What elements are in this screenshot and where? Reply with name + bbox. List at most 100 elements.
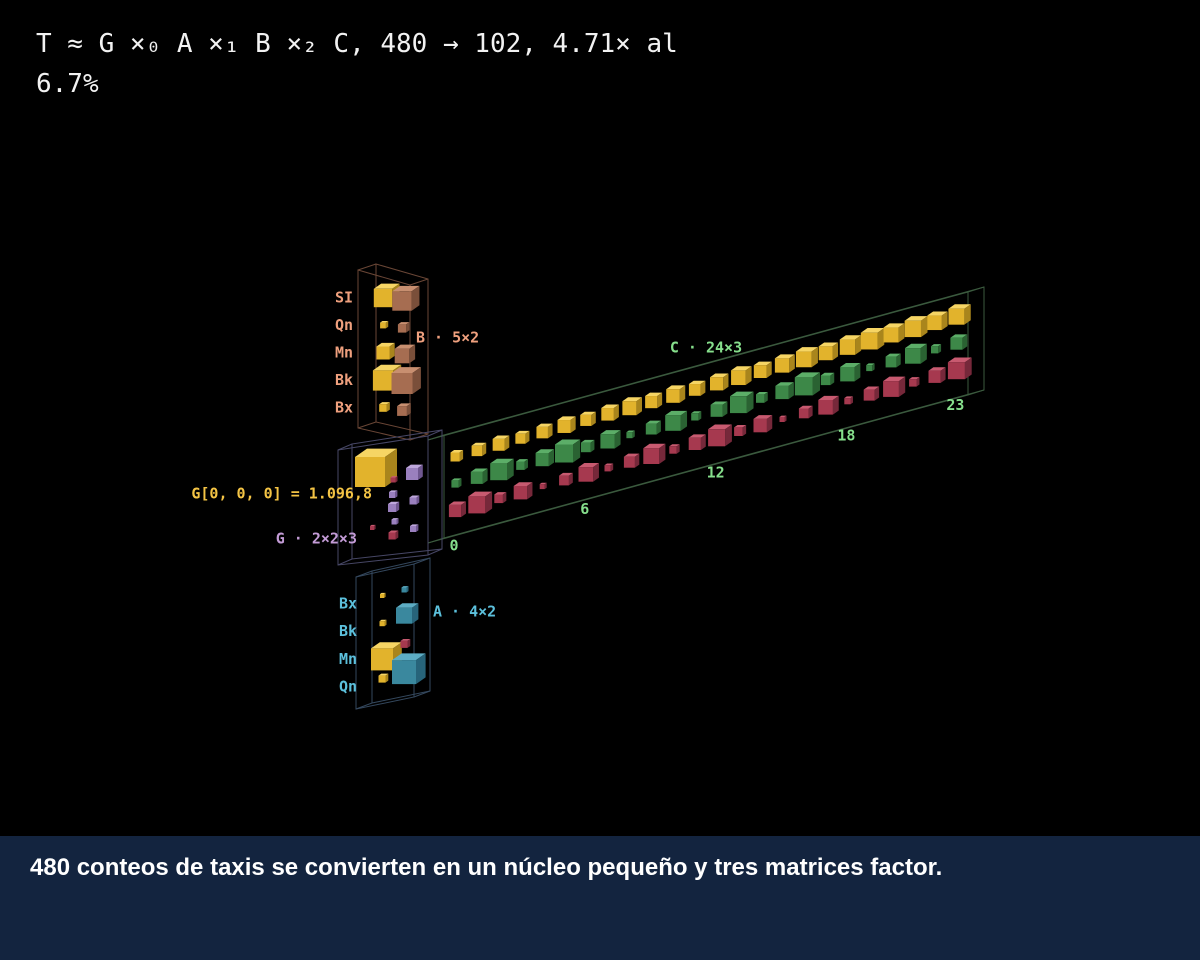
cube — [839, 335, 862, 355]
box-edge — [355, 702, 373, 710]
cube — [688, 434, 706, 450]
cube — [645, 392, 663, 409]
cube-top — [392, 285, 420, 292]
cube-front — [928, 370, 941, 383]
cube-side — [698, 411, 702, 421]
cube-front — [379, 621, 385, 627]
cube-front — [756, 394, 765, 403]
cube-side — [614, 430, 621, 449]
cube-front — [600, 434, 615, 449]
cube — [730, 391, 754, 414]
cube-top — [559, 472, 573, 476]
cube-top — [406, 464, 423, 468]
box-edge — [427, 537, 445, 544]
cube-top — [734, 424, 747, 428]
cube-front — [355, 457, 385, 487]
c-tick-label: 23 — [946, 396, 964, 414]
cube-front — [927, 315, 942, 331]
cube-side — [766, 361, 772, 378]
cube-top — [860, 328, 885, 333]
cube-top — [947, 357, 972, 363]
cube-side — [896, 353, 901, 368]
cube-front — [390, 477, 396, 483]
cube-front — [400, 640, 408, 648]
cube-top — [904, 316, 928, 321]
cube-front — [392, 660, 416, 685]
cube-front — [645, 396, 658, 409]
cube-front — [373, 288, 393, 308]
cube-top — [645, 420, 661, 424]
cube-side — [524, 459, 528, 470]
cube-side — [412, 603, 419, 624]
cube-front — [905, 348, 921, 364]
cube-side — [874, 386, 880, 401]
cube — [688, 380, 706, 396]
cube-front — [883, 381, 899, 397]
cube — [950, 334, 968, 350]
cube-front — [840, 367, 855, 382]
cube-top — [931, 344, 942, 347]
cube-front — [396, 607, 412, 624]
cube-side — [384, 592, 386, 598]
cube — [391, 367, 421, 394]
cube — [626, 430, 635, 439]
a-row-label: Mn — [339, 650, 357, 668]
cube-side — [812, 372, 820, 396]
cube-side — [395, 476, 398, 483]
cube — [581, 439, 595, 453]
cube-top — [839, 335, 862, 340]
cube-front — [490, 463, 507, 481]
cube-side — [940, 367, 946, 383]
cube-side — [613, 404, 619, 421]
cube-front — [710, 404, 723, 417]
a-row-label: Qn — [339, 678, 357, 696]
cube-side — [547, 423, 553, 439]
cube — [578, 463, 599, 482]
cube — [391, 518, 399, 525]
cube-top — [645, 392, 663, 397]
cube-front — [730, 396, 747, 414]
cube-top — [379, 402, 390, 405]
cube-side — [850, 396, 853, 405]
b-label: B · 5×2 — [416, 329, 479, 347]
cube — [909, 377, 920, 387]
cube-front — [734, 427, 743, 436]
cube-front — [388, 532, 396, 540]
cube-side — [920, 316, 928, 338]
cube-top — [391, 367, 421, 373]
cube — [410, 524, 419, 532]
cube-top — [388, 530, 399, 533]
cube-top — [798, 405, 813, 409]
cube-top — [885, 353, 901, 357]
cube-top — [818, 395, 839, 400]
cube-side — [657, 392, 663, 409]
cube-side — [789, 354, 795, 373]
cube-front — [863, 389, 875, 401]
box-edge — [967, 389, 985, 396]
box-edge — [427, 434, 445, 441]
cube-top — [410, 524, 419, 526]
cube-front — [904, 320, 921, 338]
cube-front — [391, 519, 397, 525]
cube — [471, 442, 487, 457]
cube — [406, 464, 423, 480]
cube — [492, 435, 510, 451]
cube — [380, 320, 389, 329]
cube-top — [555, 439, 581, 445]
cube-top — [688, 380, 706, 385]
caption: 480 conteos de taxis se convierten en un… — [30, 854, 943, 881]
cube-side — [610, 463, 614, 472]
cube-front — [626, 432, 633, 439]
cube-front — [581, 442, 591, 453]
cube-front — [688, 384, 701, 396]
c-label: C · 24×3 — [670, 339, 742, 357]
cube-top — [948, 304, 971, 309]
cube-front — [669, 446, 677, 454]
cube — [860, 328, 885, 350]
cube — [601, 404, 619, 421]
cube-side — [742, 424, 747, 436]
cube-front — [468, 496, 486, 514]
box-edge — [413, 690, 431, 698]
box-edge — [427, 548, 443, 556]
cube-top — [578, 463, 599, 468]
